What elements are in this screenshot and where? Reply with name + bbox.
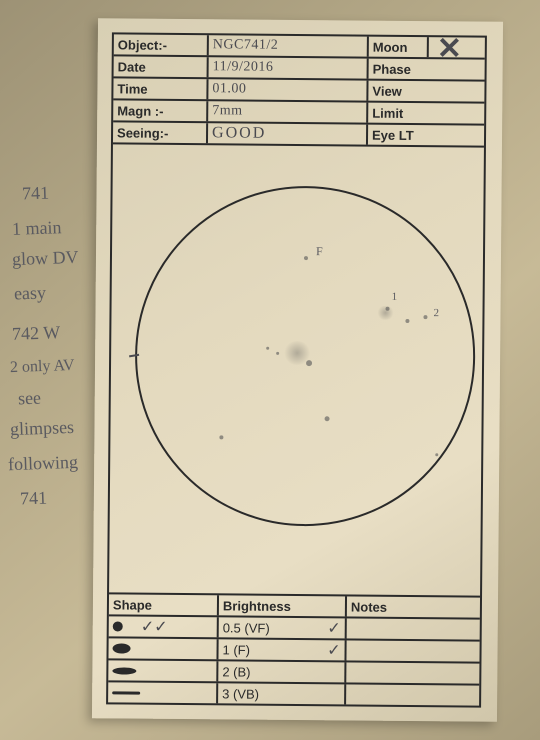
sketch-star	[324, 416, 329, 421]
brightness-b: 2 (B)	[218, 661, 346, 682]
label-eyelt: Eye LT	[368, 125, 484, 146]
label-object: Object:-	[114, 34, 209, 55]
shape-lens-icon	[108, 660, 218, 681]
brightness-f: 1 (F) ✓	[218, 639, 346, 660]
label-magn: Magn :-	[113, 100, 208, 121]
sketch-star	[386, 307, 390, 311]
margin-note: 2 only AV	[10, 354, 75, 380]
sketch-star	[306, 360, 312, 366]
sketch-label: 2	[433, 307, 439, 319]
header-row-time: Time 01.00 View	[113, 78, 484, 103]
label-phase: Phase	[369, 59, 485, 80]
value-date: 11/9/2016	[209, 57, 369, 78]
sketch-label: 1	[392, 291, 398, 303]
form-border: Object:- NGC741/2 Moon ✕ Date 11/9/2016 …	[106, 32, 487, 707]
margin-note: 1 main	[12, 214, 62, 243]
value-moonphase: ✕	[429, 37, 485, 57]
margin-note: 741	[22, 180, 50, 208]
margin-note: 741	[20, 485, 48, 513]
moon-cross-icon: ✕	[437, 37, 462, 57]
header-row-magn: Magn :- 7mm Limit	[113, 100, 484, 125]
field-of-view-circle: F 1 2	[134, 185, 477, 528]
notes-cell-2	[346, 640, 479, 661]
label-brightness: Brightness	[219, 595, 347, 616]
header-row-date: Date 11/9/2016 Phase	[114, 56, 485, 81]
value-time: 01.00	[208, 79, 368, 100]
margin-note: see	[18, 385, 42, 413]
shape-check: ✓✓	[141, 617, 168, 637]
brightness-check-1: ✓	[327, 618, 341, 638]
value-object: NGC741/2	[209, 35, 369, 56]
label-time: Time	[113, 78, 208, 99]
bottom-row-4: 3 (VB)	[108, 680, 479, 705]
label-seeing: Seeing:-	[113, 122, 208, 143]
label-moon: Moon	[369, 37, 429, 58]
photo-background: 741 1 main glow DV easy 742 W 2 only AV …	[0, 0, 540, 740]
sketch-star	[266, 346, 269, 349]
sketch-star	[405, 319, 409, 323]
shape-oval-icon	[108, 638, 218, 659]
label-view: View	[368, 81, 484, 102]
brightness-check-2: ✓	[327, 640, 341, 660]
bottom-row-2: 1 (F) ✓	[108, 636, 479, 661]
sketch-star	[423, 315, 427, 319]
sketch-label: F	[316, 244, 323, 259]
bottom-header-row: Shape Brightness Notes	[109, 592, 480, 617]
bottom-row-3: 2 (B)	[108, 658, 479, 683]
notes-cell-3	[346, 662, 479, 683]
observation-form-paper: Object:- NGC741/2 Moon ✕ Date 11/9/2016 …	[92, 18, 503, 722]
label-shape: Shape	[109, 594, 219, 615]
value-magn: 7mm	[208, 101, 368, 122]
sketch-star	[304, 256, 308, 260]
shape-line-icon	[108, 682, 218, 703]
margin-note: following	[8, 449, 79, 478]
sketch-star	[276, 351, 279, 354]
header-row-seeing: Seeing:- GOOD Eye LT	[113, 122, 484, 147]
sketch-star	[219, 435, 223, 439]
brightness-vf: 0.5 (VF) ✓	[219, 617, 347, 638]
margin-note: glimpses	[10, 414, 75, 443]
bottom-row-1: ✓✓ 0.5 (VF) ✓	[109, 614, 480, 639]
sketch-star	[435, 453, 438, 456]
label-notes: Notes	[347, 596, 480, 617]
notes-cell-1	[347, 618, 480, 639]
brightness-vb: 3 (VB)	[218, 683, 346, 704]
notes-cell-4	[346, 684, 479, 705]
shape-dot-icon: ✓✓	[109, 616, 219, 637]
label-limit: Limit	[368, 103, 484, 124]
label-date: Date	[114, 56, 209, 77]
value-seeing: GOOD	[208, 123, 368, 144]
margin-note: glow DV	[12, 244, 79, 273]
bottom-tables: Shape Brightness Notes ✓✓ 0.5 (VF) ✓	[108, 592, 480, 705]
margin-note: 742 W	[12, 319, 61, 348]
margin-note: easy	[14, 279, 47, 307]
header-row-object: Object:- NGC741/2 Moon ✕	[114, 34, 485, 59]
